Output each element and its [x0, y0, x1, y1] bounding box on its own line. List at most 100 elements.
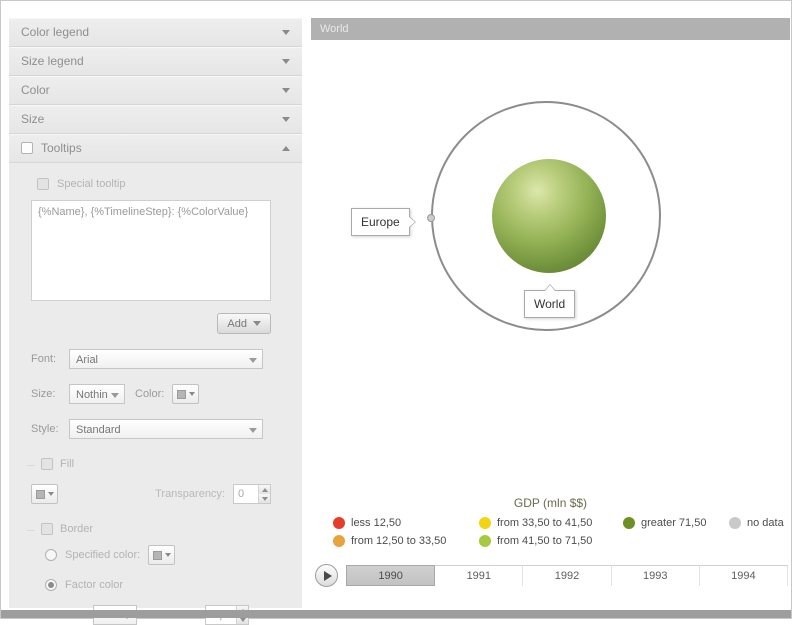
- specified-color-radio[interactable]: [45, 549, 57, 561]
- legend-swatch-icon: [479, 517, 491, 529]
- chevron-down-icon: [111, 393, 119, 398]
- legend-item: less 12,50: [333, 517, 479, 529]
- map-area: World Europe World GDP (mln $$) less 12,…: [311, 18, 790, 608]
- europe-label[interactable]: Europe: [351, 208, 416, 236]
- font-color-picker[interactable]: [172, 384, 200, 404]
- legend-item-label: less 12,50: [351, 517, 402, 529]
- accordion-color-legend-label: Color legend: [21, 25, 90, 39]
- spinner-up-button[interactable]: [259, 485, 270, 494]
- tooltip-template-textarea[interactable]: {%Name}, {%TimelineStep}: {%ColorValue}: [31, 200, 271, 301]
- legend-item: from 41,50 to 71,50: [479, 535, 623, 547]
- accordion-size-legend[interactable]: Size legend: [9, 47, 302, 76]
- timeline-year-1990[interactable]: 1990: [346, 565, 436, 586]
- accordion-size-label: Size: [21, 112, 45, 126]
- world-label[interactable]: World: [524, 284, 576, 318]
- chevron-down-icon: [282, 29, 290, 35]
- accordion-tooltips-label: Tooltips: [41, 141, 82, 155]
- style-label: Style:: [31, 423, 59, 435]
- border-color-picker[interactable]: [148, 545, 176, 565]
- timeline-year-1994[interactable]: 1994: [699, 565, 789, 586]
- special-tooltip-row: Special tooltip: [37, 178, 302, 190]
- legend-item: no data: [729, 517, 790, 529]
- timeline-year-1991[interactable]: 1991: [435, 565, 524, 586]
- map-title: World: [320, 23, 349, 35]
- border-checkbox[interactable]: [41, 523, 53, 535]
- triangle-down-icon: [261, 496, 268, 501]
- play-icon: [323, 570, 332, 581]
- legend-item-label: greater 71,50: [641, 517, 707, 529]
- timeline-play-button[interactable]: [315, 564, 338, 587]
- timeline-years: 1990 1991 1992 1993 1994: [346, 565, 789, 586]
- fill-fieldset: Fill Transparency: 0: [27, 458, 279, 504]
- style-select-value: Standard: [76, 424, 121, 436]
- legend-swatch-icon: [479, 535, 491, 547]
- chevron-down-icon: [282, 87, 290, 93]
- europe-label-pointer: [408, 216, 416, 228]
- accordion-size[interactable]: Size: [9, 105, 302, 134]
- special-tooltip-checkbox[interactable]: [37, 178, 49, 190]
- size-label: Size:: [31, 388, 56, 400]
- fill-label: Fill: [60, 458, 75, 470]
- triangle-up-icon: [261, 487, 268, 492]
- world-bubble[interactable]: [492, 159, 606, 273]
- accordion-color-label: Color: [21, 83, 50, 97]
- chevron-up-icon: [282, 145, 290, 151]
- europe-label-text: Europe: [361, 215, 400, 229]
- legend-item: greater 71,50: [623, 517, 729, 529]
- font-select[interactable]: Arial: [69, 349, 263, 369]
- tooltips-panel: Special tooltip {%Name}, {%TimelineStep}…: [9, 163, 302, 625]
- font-label: Font:: [31, 353, 57, 365]
- color-label: Color:: [135, 388, 165, 400]
- legend-swatch-icon: [333, 535, 345, 547]
- transparency-spinner[interactable]: 0: [233, 484, 271, 504]
- chevron-down-icon: [164, 553, 171, 557]
- fill-color-picker[interactable]: [31, 484, 58, 504]
- fill-checkbox[interactable]: [41, 458, 53, 470]
- accordion-tooltips[interactable]: Tooltips: [9, 134, 302, 163]
- timeline-year-1993[interactable]: 1993: [611, 565, 700, 586]
- special-tooltip-label: Special tooltip: [57, 178, 126, 190]
- chevron-down-icon: [188, 392, 195, 396]
- chevron-down-icon: [282, 116, 290, 122]
- chevron-down-icon: [282, 58, 290, 64]
- chevron-down-icon: [249, 428, 257, 433]
- world-label-text: World: [534, 297, 566, 311]
- chevron-down-icon: [249, 358, 257, 363]
- legend-item-label: from 33,50 to 41,50: [497, 517, 593, 529]
- transparency-value: 0: [238, 488, 245, 500]
- add-token-button[interactable]: Add: [217, 313, 271, 334]
- specified-color-label: Specified color:: [65, 549, 141, 561]
- legend-item: from 33,50 to 41,50: [479, 517, 623, 529]
- timeline: 1990 1991 1992 1993 1994: [311, 564, 790, 588]
- legend-item-label: no data: [747, 517, 784, 529]
- map-title-bar: World: [311, 18, 790, 40]
- timeline-year-1992[interactable]: 1992: [523, 565, 612, 586]
- accordion-color[interactable]: Color: [9, 76, 302, 105]
- legend-item-label: from 41,50 to 71,50: [497, 535, 593, 547]
- style-select[interactable]: Standard: [69, 419, 263, 439]
- legend-swatch-icon: [623, 517, 635, 529]
- world-label-pointer: [543, 284, 556, 291]
- transparency-label: Transparency:: [155, 488, 225, 500]
- chevron-down-icon: [47, 492, 54, 496]
- chevron-down-icon: [253, 321, 261, 326]
- legend-title: GDP (mln $$): [513, 496, 588, 510]
- europe-point-marker[interactable]: [427, 214, 435, 222]
- spinner-down-button[interactable]: [259, 494, 270, 503]
- size-select[interactable]: Nothin: [69, 384, 125, 404]
- add-token-button-label: Add: [227, 317, 247, 330]
- factor-color-label: Factor color: [65, 579, 124, 591]
- triangle-down-icon: [239, 617, 246, 622]
- legend-swatch-icon: [333, 517, 345, 529]
- accordion-size-legend-label: Size legend: [21, 54, 84, 68]
- legend-swatch-icon: [729, 517, 741, 529]
- factor-color-radio[interactable]: [45, 579, 57, 591]
- color-swatch: [176, 389, 186, 399]
- legend-item-label: from 12,50 to 33,50: [351, 535, 447, 547]
- accordion-color-legend[interactable]: Color legend: [9, 18, 302, 47]
- color-swatch: [35, 489, 45, 499]
- tooltips-checkbox[interactable]: [21, 142, 33, 154]
- border-label: Border: [60, 523, 94, 535]
- color-swatch: [152, 550, 162, 560]
- window-bottom-bar: [1, 610, 791, 618]
